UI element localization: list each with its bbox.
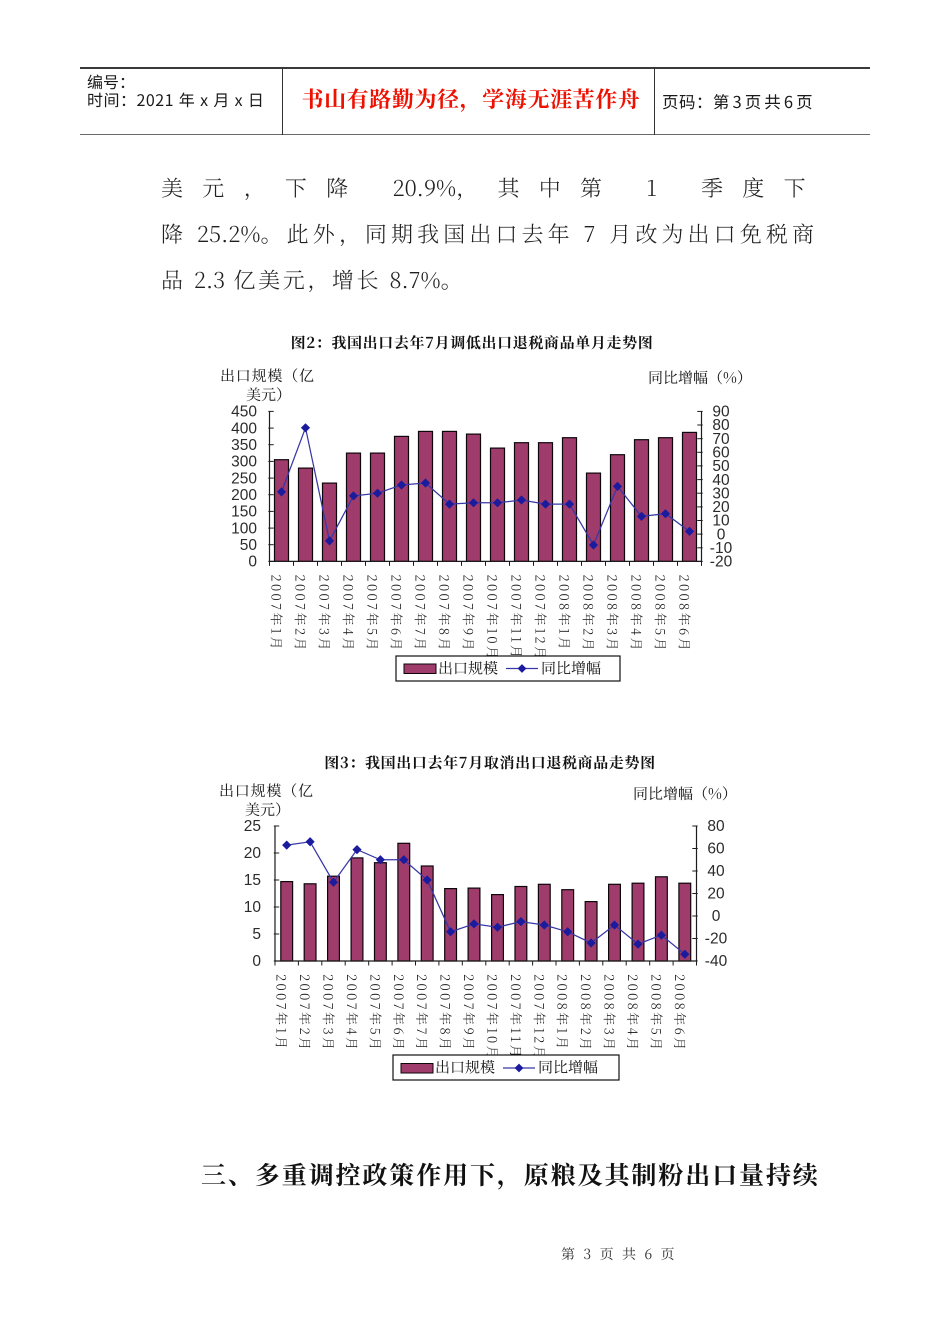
svg-text:20: 20 [707,886,725,903]
svg-text:50: 50 [712,458,730,475]
svg-text:2007年10月: 2007年10月 [484,574,503,661]
svg-text:2008年5月: 2008年5月 [647,974,666,1053]
svg-text:2007年3月: 2007年3月 [320,974,339,1052]
svg-text:2007年1月: 2007年1月 [273,974,292,1051]
svg-text:2008年1月: 2008年1月 [554,974,573,1052]
svg-text:2007年3月: 2007年3月 [316,574,335,652]
svg-text:15: 15 [244,872,261,889]
svg-text:出口规模: 出口规模 [438,658,498,679]
svg-text:0: 0 [252,953,261,970]
svg-text:2008年3月: 2008年3月 [601,974,620,1053]
svg-text:30: 30 [712,485,730,502]
svg-text:2007年5月: 2007年5月 [364,574,383,652]
svg-text:90: 90 [712,404,730,421]
svg-text:20: 20 [712,499,730,516]
svg-text:450: 450 [231,404,257,421]
svg-text:-20: -20 [705,931,728,948]
svg-text:2007年6月: 2007年6月 [390,974,409,1052]
svg-text:2007年12月: 2007年12月 [532,574,551,661]
svg-text:2007年2月: 2007年2月 [292,574,311,652]
svg-text:-40: -40 [705,953,728,970]
svg-text:100: 100 [231,520,257,537]
svg-text:2007年10月: 2007年10月 [484,974,503,1061]
svg-text:美元）: 美元） [246,384,291,405]
svg-text:2007年9月: 2007年9月 [460,574,479,652]
svg-text:80: 80 [707,818,725,835]
svg-text:2007年7月: 2007年7月 [412,574,431,652]
svg-text:0: 0 [248,554,257,571]
svg-text:2008年6月: 2008年6月 [676,574,695,653]
svg-text:150: 150 [231,504,257,521]
svg-text:图3：我国出口去年7月取消出口退税商品走势图: 图3：我国出口去年7月取消出口退税商品走势图 [324,752,656,773]
svg-text:美元）: 美元） [245,799,290,820]
svg-text:2007年4月: 2007年4月 [343,974,362,1052]
svg-text:2008年6月: 2008年6月 [671,974,690,1053]
svg-text:同比增幅（%）: 同比增幅（%） [648,367,752,388]
svg-text:50: 50 [240,537,258,554]
svg-text:2007年9月: 2007年9月 [460,974,479,1052]
svg-text:2008年2月: 2008年2月 [580,574,599,653]
svg-text:40: 40 [707,863,725,880]
svg-text:25: 25 [244,818,261,835]
svg-text:70: 70 [712,431,730,448]
svg-text:-20: -20 [710,554,733,571]
svg-text:60: 60 [712,445,730,462]
svg-text:10: 10 [712,513,730,530]
svg-text:2007年1月: 2007年1月 [268,574,287,651]
svg-text:300: 300 [231,454,257,471]
svg-text:同比增幅（%）: 同比增幅（%） [633,783,737,804]
svg-text:400: 400 [231,420,257,437]
svg-text:2007年11月: 2007年11月 [508,574,527,660]
svg-text:出口规模（亿: 出口规模（亿 [220,365,315,386]
svg-text:2008年4月: 2008年4月 [628,574,647,653]
svg-text:20: 20 [244,845,262,862]
svg-text:2008年1月: 2008年1月 [556,574,575,652]
svg-text:同比增幅: 同比增幅 [541,658,601,679]
svg-text:80: 80 [712,417,730,434]
svg-text:2007年2月: 2007年2月 [296,974,315,1052]
svg-text:-10: -10 [710,540,733,557]
svg-text:2007年5月: 2007年5月 [366,974,385,1052]
svg-text:10: 10 [244,899,262,916]
svg-text:2008年4月: 2008年4月 [624,974,643,1053]
svg-text:0: 0 [712,908,721,925]
svg-text:2007年4月: 2007年4月 [340,574,359,652]
svg-text:350: 350 [231,437,257,454]
svg-text:出口规模: 出口规模 [435,1057,495,1078]
svg-text:2008年3月: 2008年3月 [604,574,623,653]
svg-text:2007年11月: 2007年11月 [507,974,526,1060]
svg-text:出口规模（亿: 出口规模（亿 [219,780,314,801]
svg-text:2008年5月: 2008年5月 [652,574,671,653]
svg-text:图2：我国出口去年7月调低出口退税商品单月走势图: 图2：我国出口去年7月调低出口退税商品单月走势图 [291,332,654,353]
svg-text:40: 40 [712,472,730,489]
svg-text:同比增幅: 同比增幅 [538,1057,598,1078]
svg-text:200: 200 [231,487,257,504]
svg-text:250: 250 [231,470,257,487]
svg-text:2007年6月: 2007年6月 [388,574,407,652]
svg-text:2008年2月: 2008年2月 [577,974,596,1053]
svg-text:60: 60 [707,841,725,858]
svg-text:2007年7月: 2007年7月 [413,974,432,1052]
svg-text:2007年12月: 2007年12月 [530,974,549,1061]
svg-text:2007年8月: 2007年8月 [436,574,455,652]
svg-text:0: 0 [717,526,726,543]
svg-text:5: 5 [252,926,261,943]
svg-text:2007年8月: 2007年8月 [437,974,456,1052]
